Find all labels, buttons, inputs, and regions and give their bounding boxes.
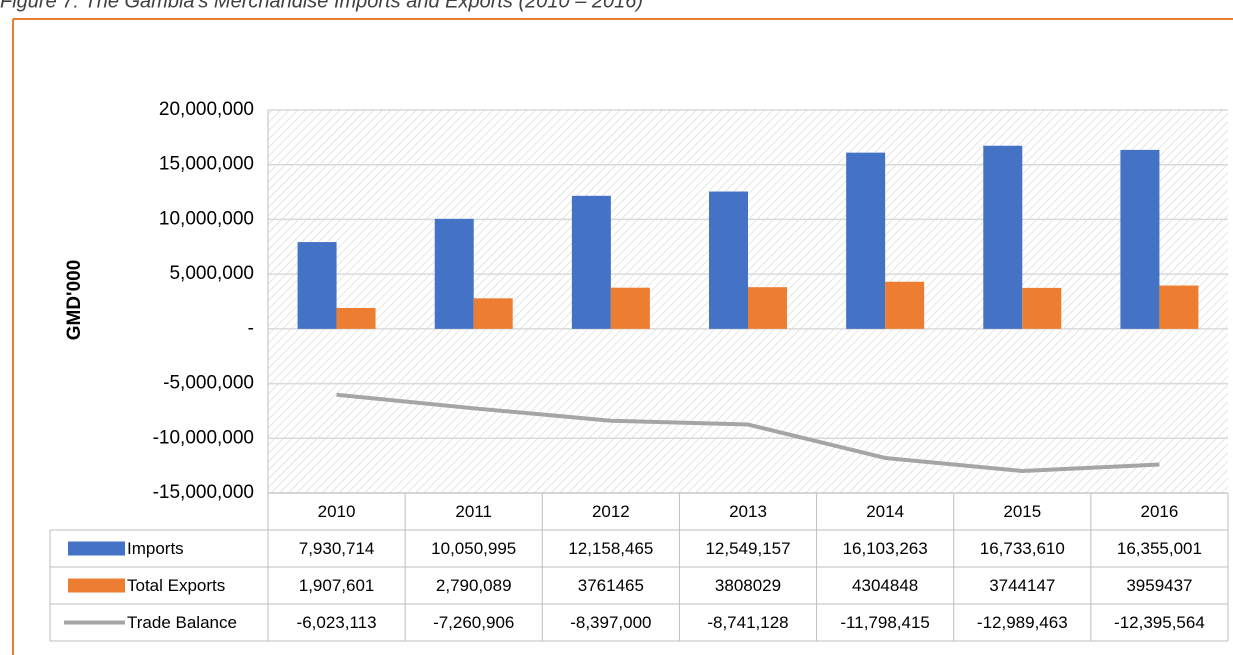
table-cell: 4304848 bbox=[852, 576, 918, 595]
bar bbox=[336, 307, 376, 329]
bar bbox=[610, 287, 650, 329]
bar bbox=[473, 298, 513, 329]
y-tick-label: 5,000,000 bbox=[169, 263, 254, 284]
bar bbox=[1022, 287, 1062, 329]
table-cell: 16,355,001 bbox=[1117, 539, 1202, 558]
y-tick-label: -15,000,000 bbox=[153, 482, 254, 503]
table-cell: 3959437 bbox=[1126, 576, 1192, 595]
x-tick-label: 2014 bbox=[866, 502, 904, 521]
chart-title: Figure 7: The Gambia's Merchandise Impor… bbox=[0, 0, 643, 12]
table-cell: 12,549,157 bbox=[705, 539, 790, 558]
y-tick-label: 10,000,000 bbox=[159, 208, 254, 229]
bar bbox=[748, 287, 787, 329]
table-cell: -12,989,463 bbox=[977, 613, 1068, 632]
y-tick-label: 20,000,000 bbox=[159, 99, 254, 120]
x-tick-label: 2011 bbox=[455, 502, 492, 521]
y-tick-label: -5,000,000 bbox=[163, 373, 254, 394]
bar bbox=[846, 152, 886, 329]
y-tick-label: 15,000,000 bbox=[159, 154, 254, 175]
x-tick-label: 2015 bbox=[1003, 502, 1041, 521]
bar bbox=[983, 145, 1023, 329]
bar bbox=[1159, 285, 1199, 329]
line bbox=[336, 392, 1160, 473]
x-tick-label: 2016 bbox=[1141, 502, 1179, 521]
legend-key bbox=[68, 578, 125, 593]
x-tick-label: 2013 bbox=[729, 502, 767, 521]
table-cell: 16,733,610 bbox=[980, 539, 1065, 558]
legend-key bbox=[68, 541, 125, 556]
bar bbox=[297, 242, 337, 329]
x-tick-label: 2012 bbox=[592, 502, 630, 521]
bar bbox=[709, 191, 748, 329]
y-axis-label: GMD'000 bbox=[64, 260, 85, 341]
bar bbox=[571, 195, 611, 329]
table-cell: 16,103,263 bbox=[843, 539, 928, 558]
y-tick-label: - bbox=[248, 318, 254, 339]
legend-label: Trade Balance bbox=[127, 613, 237, 632]
table-cell: -8,741,128 bbox=[707, 613, 788, 632]
table-cell: -7,260,906 bbox=[433, 613, 514, 632]
table-cell: 12,158,465 bbox=[568, 539, 653, 558]
legend-label: Total Exports bbox=[127, 576, 225, 595]
table-cell: -12,395,564 bbox=[1114, 613, 1205, 632]
table-cell: -11,798,415 bbox=[840, 613, 929, 632]
bar bbox=[434, 218, 474, 329]
table-cell: 10,050,995 bbox=[431, 539, 516, 558]
table-cell: -6,023,113 bbox=[297, 613, 377, 632]
bar bbox=[1120, 149, 1160, 329]
table-cell: 3808029 bbox=[715, 576, 781, 595]
table-cell: 3744147 bbox=[989, 576, 1055, 595]
bar bbox=[885, 281, 925, 329]
y-tick-label: -10,000,000 bbox=[153, 427, 254, 448]
table-cell: 1,907,601 bbox=[299, 576, 375, 595]
x-tick-label: 2010 bbox=[318, 502, 356, 521]
table-cell: -8,397,000 bbox=[570, 613, 651, 632]
table-cell: 7,930,714 bbox=[299, 539, 375, 558]
table-cell: 2,790,089 bbox=[436, 576, 512, 595]
table-cell: 3761465 bbox=[578, 576, 644, 595]
legend-label: Imports bbox=[127, 539, 184, 558]
